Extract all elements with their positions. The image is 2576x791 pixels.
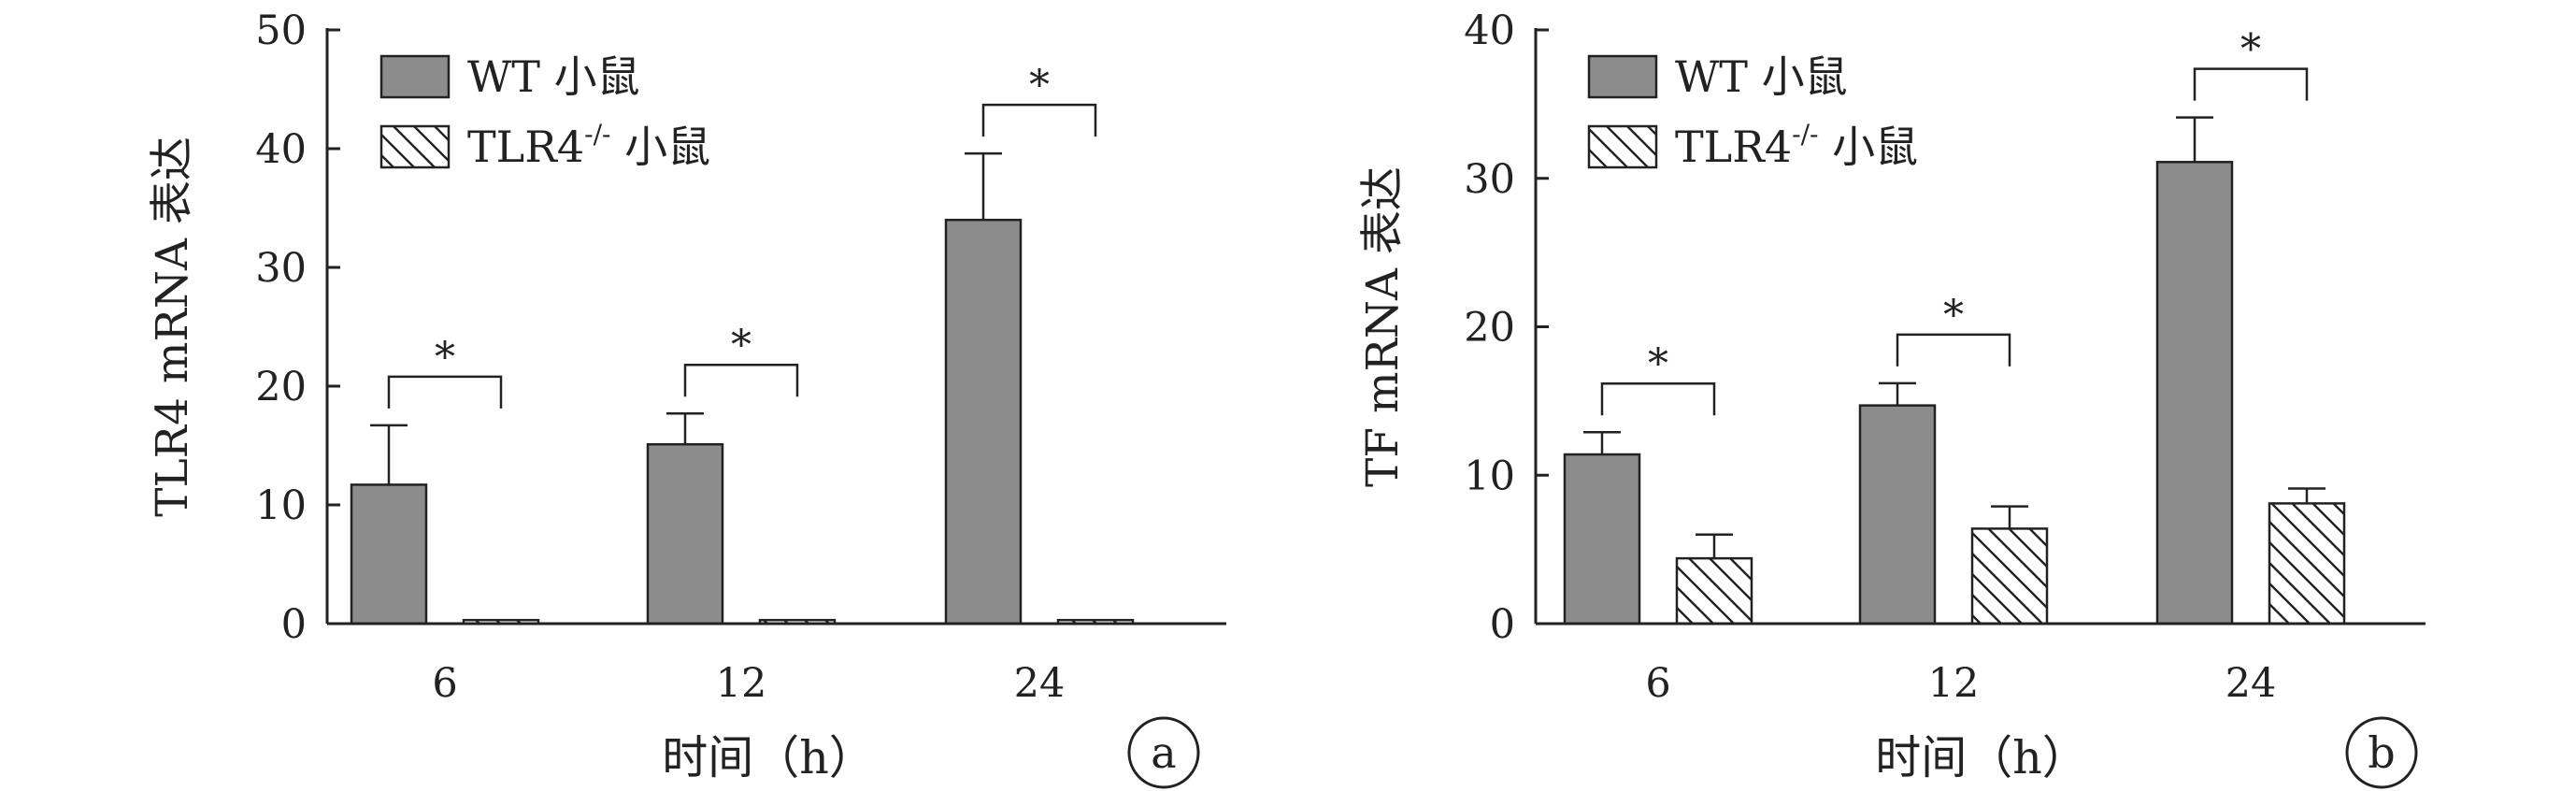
bar-wt: [646, 442, 724, 626]
significance-bracket: [1896, 333, 2011, 367]
y-tick-label: 40: [255, 126, 307, 173]
legend-label: TLR4-/- 小鼠: [1675, 119, 1918, 172]
legend-swatch-wt: [379, 54, 451, 99]
significance-marker: *: [731, 322, 751, 369]
x-axis-title: 时间（h）: [662, 731, 875, 784]
y-tick-label: 30: [1464, 156, 1515, 203]
legend-label: WT 小鼠: [467, 51, 640, 102]
bar-tlr4-ko: [1970, 527, 2049, 626]
bar-wt: [350, 483, 428, 626]
significance-marker: *: [2240, 26, 2261, 74]
bar-wt: [1563, 453, 1641, 626]
panel-label-circle: [2345, 716, 2418, 789]
chart-panel-a: TLR4 mRNA 表达 0 10 20 30 40 50 6 12 24 * * * WT 小鼠 T…: [147, 7, 1226, 789]
legend-swatch-tlr4-ko: [1587, 124, 1658, 169]
significance-marker: *: [1029, 62, 1050, 109]
x-tick-label: 24: [1014, 660, 1066, 707]
bar-wt: [944, 218, 1023, 626]
x-axis-title: 时间（h）: [1875, 731, 2088, 784]
significance-marker: *: [1943, 292, 1964, 339]
y-tick-label: 40: [1464, 7, 1515, 54]
legend-label: WT 小鼠: [1675, 51, 1848, 102]
significance-marker: *: [1648, 340, 1668, 388]
chart-panel-b: TF mRNA 表达 0 10 20 30 40 6 12 24 * * * WT 小鼠 TLR4-…: [1357, 7, 2426, 789]
x-tick-label: 6: [1645, 660, 1670, 707]
legend-label: TLR4-/- 小鼠: [467, 119, 710, 172]
significance-bracket: [683, 363, 799, 397]
bar-wt: [2155, 161, 2234, 626]
significance-bracket: [981, 103, 1097, 137]
y-tick-label: 0: [1490, 601, 1515, 648]
y-tick-label: 0: [281, 601, 307, 648]
x-tick-label: 6: [432, 660, 457, 707]
y-tick-label: 10: [1464, 453, 1515, 499]
y-tick-label: 10: [255, 482, 307, 529]
significance-bracket: [387, 375, 503, 409]
significance-marker: *: [435, 334, 455, 381]
significance-bracket: [2193, 67, 2309, 101]
y-tick-label: 20: [1464, 305, 1515, 352]
x-tick-label: 12: [716, 660, 767, 707]
panel-label: b: [2368, 727, 2395, 778]
panel-label-circle: [1127, 716, 1200, 789]
bar-tlr4-ko: [2268, 502, 2346, 626]
significance-bracket: [1600, 381, 1716, 416]
panel-label: a: [1151, 727, 1176, 778]
bar-wt: [1858, 404, 1937, 626]
legend-swatch-wt: [1587, 54, 1658, 99]
y-axis-title: TLR4 mRNA 表达: [147, 137, 198, 517]
y-axis-title: TF mRNA 表达: [1357, 166, 1409, 487]
y-tick-label: 50: [255, 7, 307, 54]
legend-swatch-tlr4-ko: [379, 124, 451, 169]
bar-tlr4-ko: [1675, 556, 1753, 626]
x-tick-label: 24: [2225, 660, 2277, 707]
x-tick-label: 12: [1928, 660, 1980, 707]
y-tick-label: 30: [255, 245, 307, 292]
y-tick-label: 20: [255, 364, 307, 410]
